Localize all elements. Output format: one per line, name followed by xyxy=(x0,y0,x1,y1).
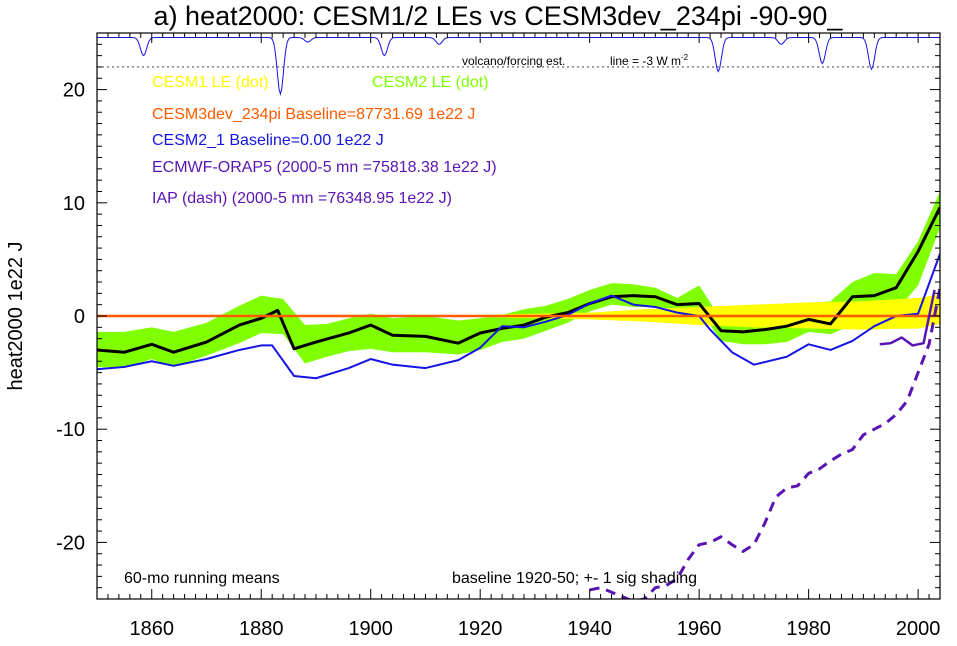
y-tick-label: -10 xyxy=(56,419,85,441)
y-tick-label: 20 xyxy=(63,80,85,102)
y-tick-label: 0 xyxy=(74,306,85,328)
plot-content xyxy=(97,37,940,599)
axes: 1860 1880 1900 1920 1940 1960 1980 2000 20 10 0 -10… xyxy=(56,32,941,640)
band-1 xyxy=(480,294,940,330)
y-tick-label: 10 xyxy=(63,193,85,215)
x-tick-label: 1920 xyxy=(458,618,503,640)
y-tick-label: -20 xyxy=(56,532,85,554)
x-tick-label: 1880 xyxy=(239,618,284,640)
x-tick-label: 1900 xyxy=(348,618,393,640)
forcing-line-label: line = -3 W m-2 xyxy=(610,53,689,68)
band-0 xyxy=(97,191,940,369)
series-line-3 xyxy=(879,289,936,347)
y-axis-label: heat2000 1e22 J xyxy=(5,241,27,390)
legend: CESM1 LE (dot) CESM2 LE (dot) CESM3dev_234… xyxy=(152,74,497,207)
running-means-note: 60-mo running means xyxy=(124,570,280,587)
forcing-line-label-text: line = -3 W m xyxy=(610,54,681,68)
volcano-forcing-label: volcano/forcing est. xyxy=(462,54,565,68)
x-tick-label: 1980 xyxy=(786,618,831,640)
volcano-trace xyxy=(97,37,940,97)
baseline-note: baseline 1920-50; +- 1 sig shading xyxy=(452,570,697,587)
x-tick-label: 1940 xyxy=(567,618,612,640)
legend-entry-1: CESM2 LE (dot) xyxy=(372,74,488,91)
legend-entry-3: CESM2_1 Baseline=0.00 1e22 J xyxy=(152,132,384,149)
legend-entry-4: ECMWF-ORAP5 (2000-5 mn =75818.38 1e22 J) xyxy=(152,159,497,176)
legend-entry-0: CESM1 LE (dot) xyxy=(152,74,268,91)
forcing-line-label-sup: -2 xyxy=(681,53,689,62)
series-line-4 xyxy=(589,287,940,599)
chart-title: a) heat2000: CESM1/2 LEs vs CESM3dev_234… xyxy=(154,1,844,31)
plot-area xyxy=(97,37,940,599)
legend-entry-5: IAP (dash) (2000-5 mn =76348.95 1e22 J) xyxy=(152,190,452,207)
x-tick-label: 1860 xyxy=(129,618,174,640)
x-tick-label: 1960 xyxy=(677,618,722,640)
legend-entry-2: CESM3dev_234pi Baseline=87731.69 1e22 J xyxy=(152,106,475,123)
x-tick-label: 2000 xyxy=(896,618,941,640)
series-line-1 xyxy=(97,253,940,380)
